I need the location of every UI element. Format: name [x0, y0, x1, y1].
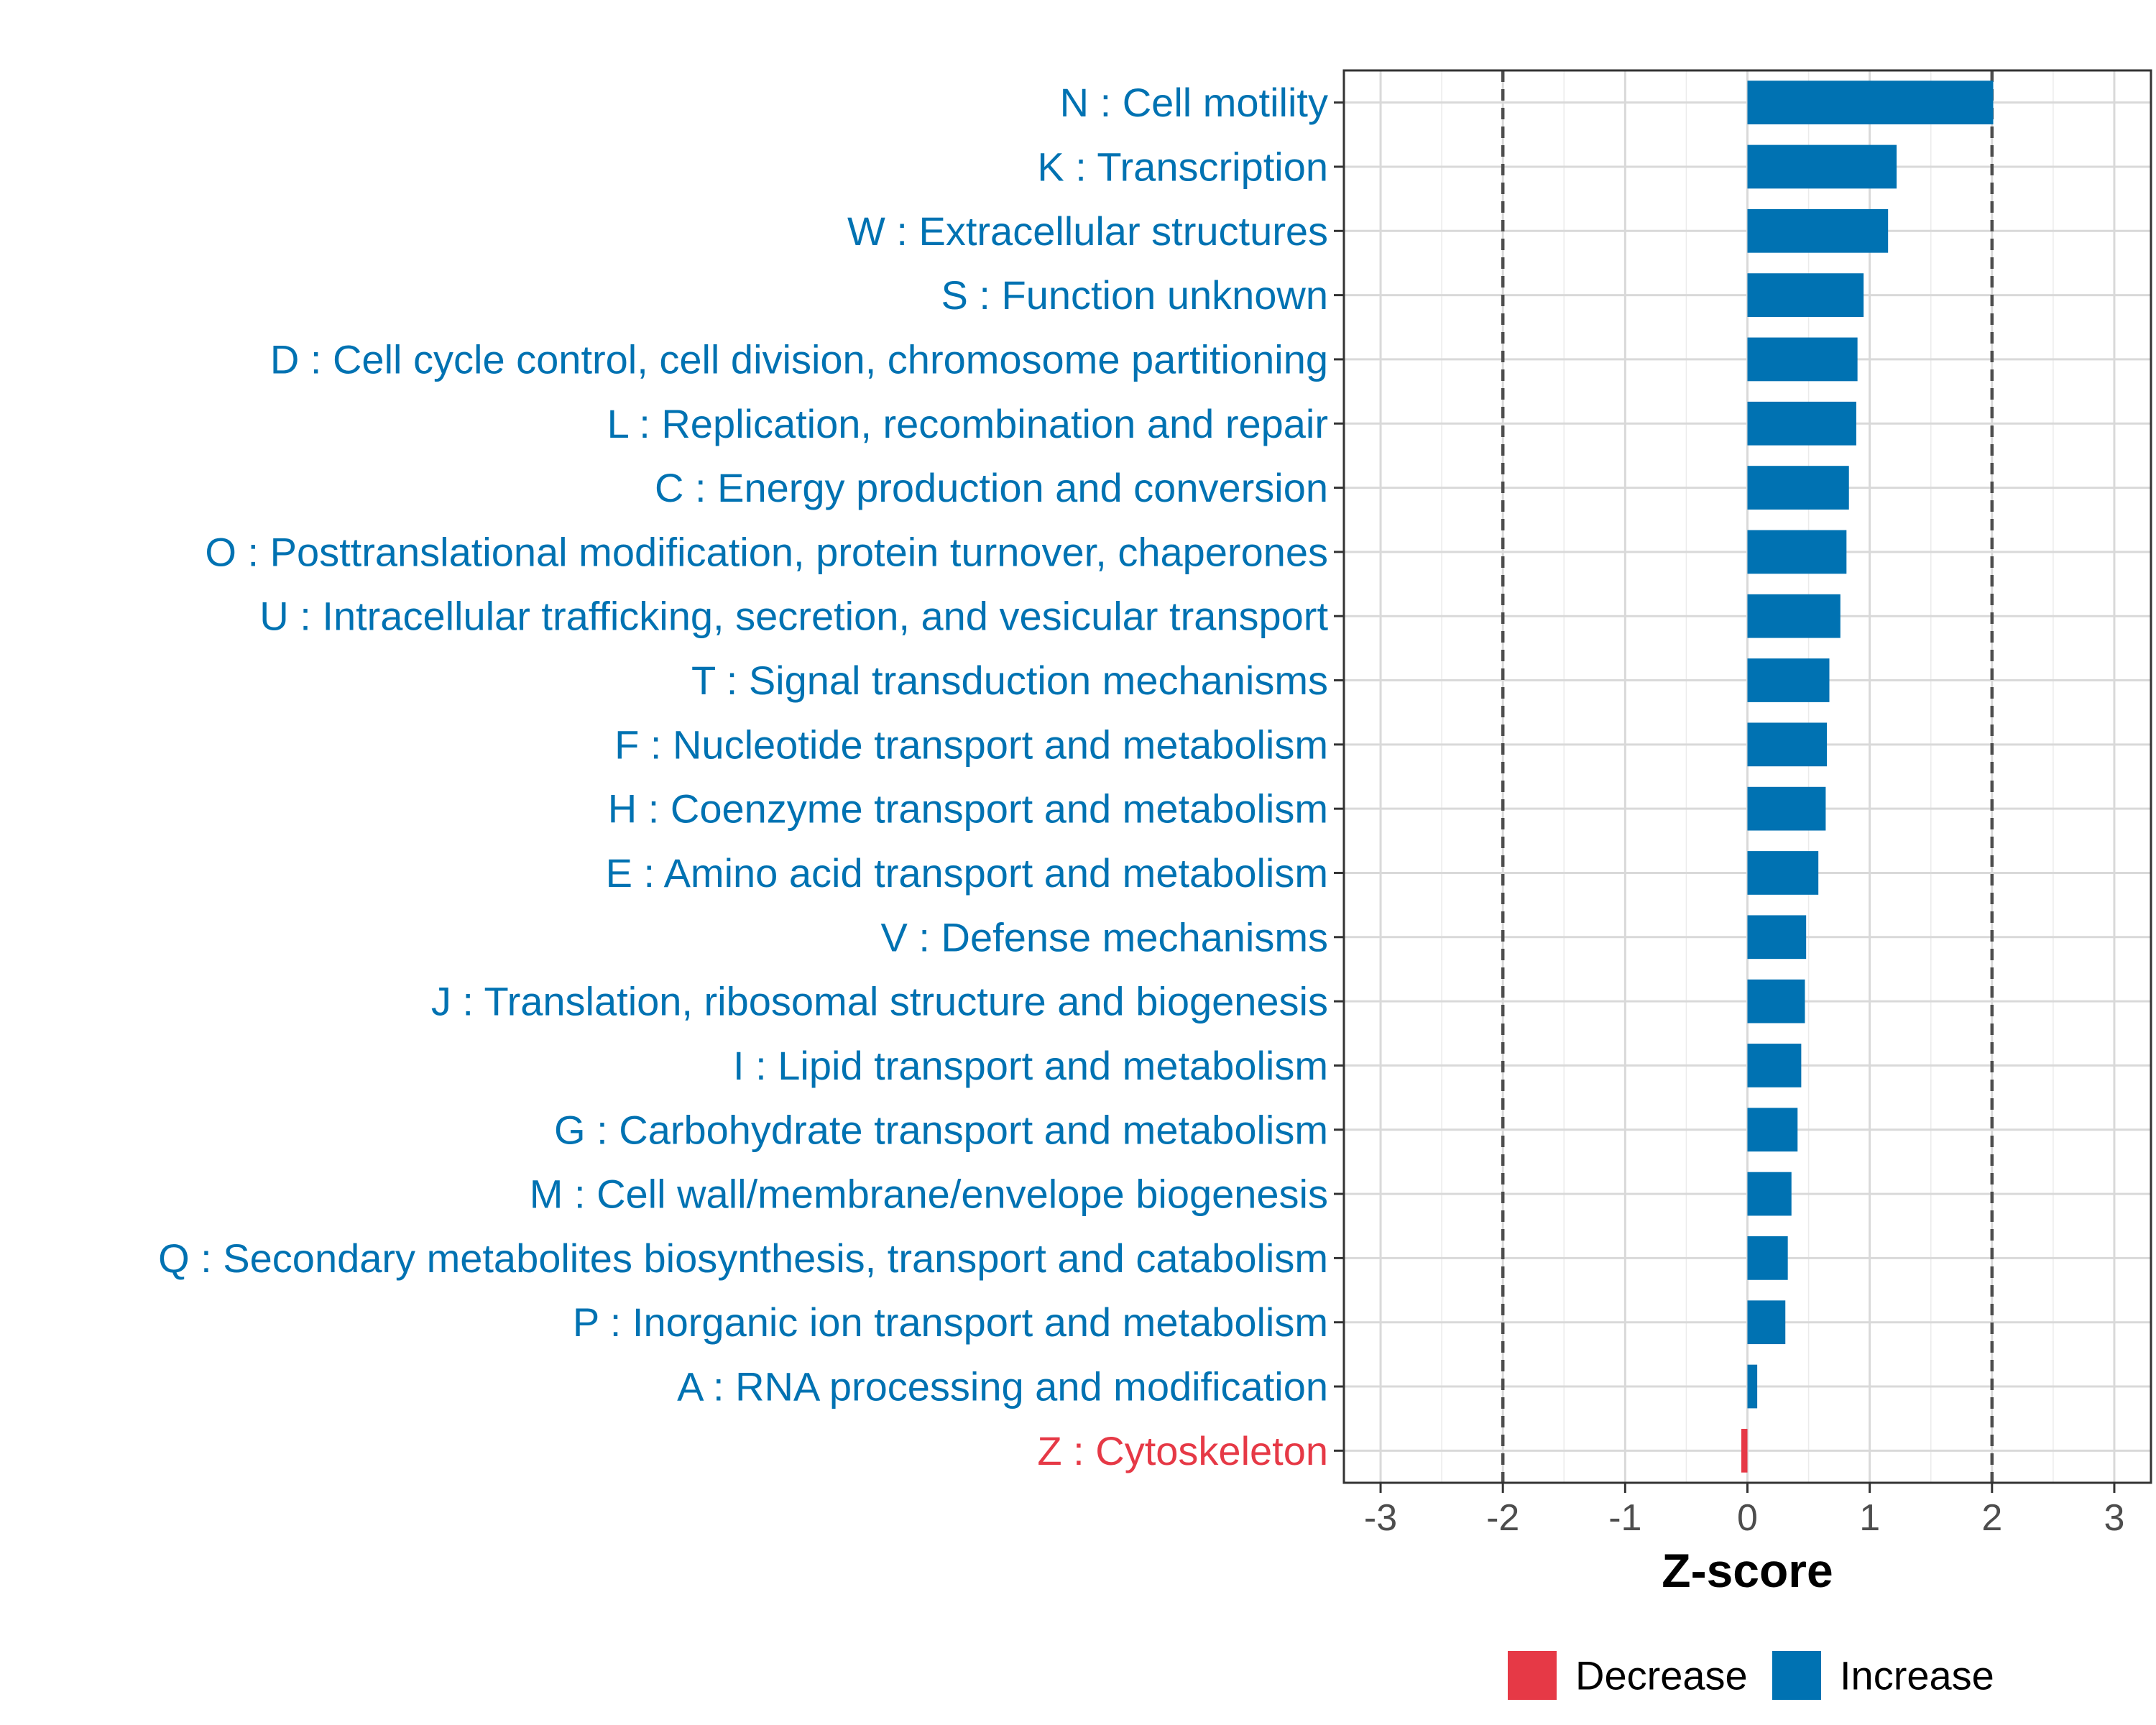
category-label: M : Cell wall/membrane/envelope biogenes… [530, 1172, 1328, 1217]
bar [1747, 273, 1864, 317]
y-axis-ticks [1334, 101, 1344, 1452]
category-label: W : Extracellular structures [847, 208, 1328, 254]
category-label: E : Amino acid transport and metabolism [606, 850, 1328, 896]
bar [1747, 786, 1826, 831]
legend-swatch [1508, 1651, 1557, 1700]
category-label: H : Coenzyme transport and metabolism [608, 786, 1328, 832]
x-tick-label: 1 [1859, 1497, 1880, 1539]
bar [1747, 979, 1805, 1024]
category-label: J : Translation, ribosomal structure and… [431, 979, 1328, 1024]
bar [1747, 915, 1807, 960]
legend-label: Increase [1840, 1653, 1994, 1698]
category-label: L : Replication, recombination and repai… [607, 401, 1328, 446]
bar [1747, 1300, 1786, 1345]
x-tick-label: 2 [1981, 1497, 2002, 1539]
category-label: D : Cell cycle control, cell division, c… [270, 336, 1328, 382]
bar [1747, 1044, 1802, 1087]
bar [1741, 1428, 1748, 1473]
legend-swatch [1772, 1651, 1821, 1700]
bar [1747, 594, 1841, 638]
bar [1747, 466, 1849, 510]
category-label: F : Nucleotide transport and metabolism [614, 722, 1328, 767]
category-label: O : Posttranslational modification, prot… [205, 529, 1328, 574]
category-label: Q : Secondary metabolites biosynthesis, … [158, 1236, 1328, 1281]
bar [1747, 401, 1856, 446]
category-label: K : Transcription [1037, 144, 1328, 189]
bar [1747, 144, 1897, 189]
legend-label: Decrease [1575, 1653, 1748, 1698]
category-label: P : Inorganic ion transport and metaboli… [573, 1300, 1328, 1345]
category-label: V : Defense mechanisms [881, 914, 1328, 960]
category-label: I : Lipid transport and metabolism [733, 1043, 1328, 1088]
x-tick-label: -3 [1364, 1497, 1397, 1539]
bar [1747, 208, 1889, 253]
category-label: A : RNA processing and modification [677, 1364, 1328, 1409]
category-label: N : Cell motility [1060, 80, 1328, 125]
bar [1747, 1172, 1792, 1216]
category-label: Z : Cytoskeleton [1037, 1428, 1328, 1473]
x-tick-label: 0 [1737, 1497, 1758, 1539]
bar [1747, 337, 1858, 382]
category-label: S : Function unknown [941, 272, 1328, 318]
bar [1747, 1364, 1758, 1409]
bar [1747, 851, 1819, 895]
x-tick-label: -2 [1486, 1497, 1519, 1539]
threshold-lines [1501, 70, 1994, 1483]
category-label: C : Energy production and conversion [655, 465, 1328, 510]
bar [1747, 658, 1830, 702]
bar [1747, 1236, 1788, 1280]
bars [1741, 80, 1994, 1473]
category-label: G : Carbohydrate transport and metabolis… [554, 1107, 1328, 1152]
bar [1747, 722, 1828, 767]
x-tick-label: 3 [2104, 1497, 2124, 1539]
bar [1747, 1108, 1798, 1152]
category-label: U : Intracellular trafficking, secretion… [259, 594, 1328, 639]
legend: Decrease Increase [1508, 1651, 1994, 1700]
x-axis-title: Z-score [1662, 1544, 1833, 1597]
y-axis-category-labels: N : Cell motility K : Transcription W : Ex… [158, 80, 1328, 1473]
bar [1747, 530, 1847, 574]
x-axis-ticks: -3 -2 -1 0 1 2 3 [1364, 1483, 2124, 1539]
category-label: T : Signal transduction mechanisms [691, 658, 1328, 703]
x-tick-label: -1 [1608, 1497, 1641, 1539]
bar [1747, 80, 1994, 125]
